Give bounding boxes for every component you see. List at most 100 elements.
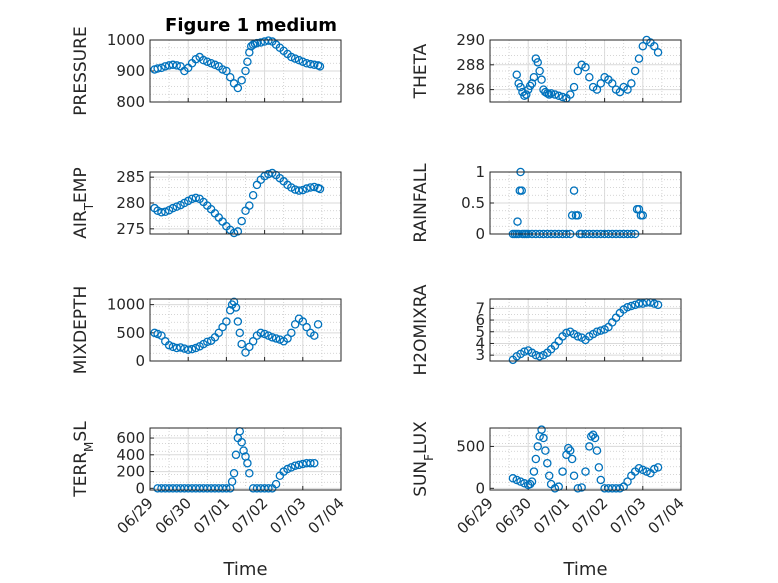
- data-point: [264, 331, 273, 340]
- data-point: [634, 463, 644, 473]
- data-point: [596, 326, 606, 335]
- data-point: [529, 467, 539, 476]
- data-point: [199, 55, 208, 65]
- data-point: [535, 352, 544, 361]
- data-point: [298, 185, 308, 195]
- data-point: [287, 463, 296, 472]
- data-point: [522, 90, 531, 99]
- data-point: [569, 82, 579, 92]
- y-tick-label: 0: [135, 352, 145, 370]
- y-axis-label: PRESSURE: [71, 26, 91, 115]
- data-point: [573, 211, 583, 220]
- data-point: [611, 484, 621, 493]
- y-tick-label: 500: [116, 324, 145, 342]
- data-point: [290, 461, 300, 470]
- data-point: [229, 228, 239, 238]
- y-tick-label: 5: [475, 323, 485, 341]
- data-point: [245, 468, 254, 478]
- data-point: [638, 41, 648, 51]
- data-point: [264, 484, 273, 493]
- data-point: [544, 471, 554, 481]
- data-point: [214, 328, 224, 338]
- data-point: [243, 458, 252, 468]
- data-point: [315, 62, 325, 71]
- subplot-5: 0 500 1000 MIXDEPTH: [71, 286, 342, 374]
- data-point: [283, 334, 292, 343]
- data-point: [586, 432, 596, 441]
- y-tick-label: 6: [475, 311, 485, 329]
- data-point: [256, 38, 266, 47]
- data-point: [533, 58, 543, 67]
- data-point: [239, 446, 248, 455]
- y-tick-label: 800: [116, 93, 145, 111]
- y-axis-label: THETA: [411, 43, 431, 99]
- y-tick-label: 600: [116, 429, 145, 447]
- data-point: [638, 465, 648, 475]
- data-point: [237, 216, 246, 226]
- data-point: [245, 342, 254, 352]
- y-tick-label: 286: [456, 81, 485, 99]
- data-point: [310, 182, 319, 192]
- data-point: [191, 193, 201, 203]
- data-point: [233, 83, 243, 93]
- data-point: [623, 302, 632, 312]
- data-point: [623, 477, 632, 486]
- data-point: [310, 331, 319, 340]
- data-point: [573, 332, 583, 341]
- data-point: [256, 328, 266, 338]
- data-point: [558, 467, 567, 476]
- data-point: [168, 203, 178, 213]
- y-tick-label: 280: [116, 194, 145, 212]
- y-tick-label: 200: [116, 463, 145, 481]
- data-point: [153, 329, 162, 339]
- data-point: [590, 433, 600, 443]
- data-point: [315, 184, 325, 194]
- axes-frame: [149, 171, 342, 235]
- data-point: [520, 91, 529, 101]
- data-point: [592, 446, 602, 455]
- data-point: [592, 85, 602, 94]
- data-point: [508, 474, 518, 483]
- data-point: [581, 467, 590, 476]
- data-point: [527, 477, 537, 486]
- axes-frame: [489, 298, 682, 362]
- data-point: [157, 63, 166, 73]
- y-axis-label: RAINFALL: [411, 163, 431, 243]
- data-point: [585, 72, 594, 82]
- data-point: [544, 90, 554, 99]
- subplot-2: 286 288 290 THETA: [411, 31, 682, 103]
- data-point: [161, 207, 170, 217]
- data-point: [634, 54, 644, 63]
- data-point: [237, 76, 246, 85]
- data-point: [227, 477, 237, 486]
- data-point: [294, 55, 304, 65]
- y-tick-label: 900: [116, 62, 145, 80]
- data-point: [161, 62, 170, 71]
- y-tick-label: 288: [456, 56, 485, 74]
- data-point: [183, 345, 193, 354]
- data-point: [287, 328, 296, 338]
- data-point: [607, 79, 617, 88]
- data-point: [630, 66, 640, 76]
- x-axis-label: Time: [562, 559, 607, 580]
- data-point: [241, 66, 250, 76]
- data-point: [302, 59, 311, 68]
- y-tick-label: 1: [475, 163, 485, 181]
- y-tick-label: 0: [135, 479, 145, 497]
- data-point: [525, 81, 535, 91]
- data-point: [172, 202, 181, 211]
- data-point: [222, 317, 231, 326]
- data-point: [248, 337, 258, 346]
- data-point: [550, 90, 560, 99]
- data-point: [517, 186, 526, 195]
- data-point: [581, 63, 590, 72]
- y-tick-label: 285: [116, 168, 145, 186]
- data-point: [235, 328, 245, 338]
- y-tick-label: 290: [456, 31, 485, 49]
- data-point: [529, 72, 539, 82]
- data-point: [248, 190, 258, 200]
- data-point: [245, 201, 254, 210]
- figure-title: Figure 1 medium: [165, 15, 337, 36]
- data-point: [623, 85, 632, 94]
